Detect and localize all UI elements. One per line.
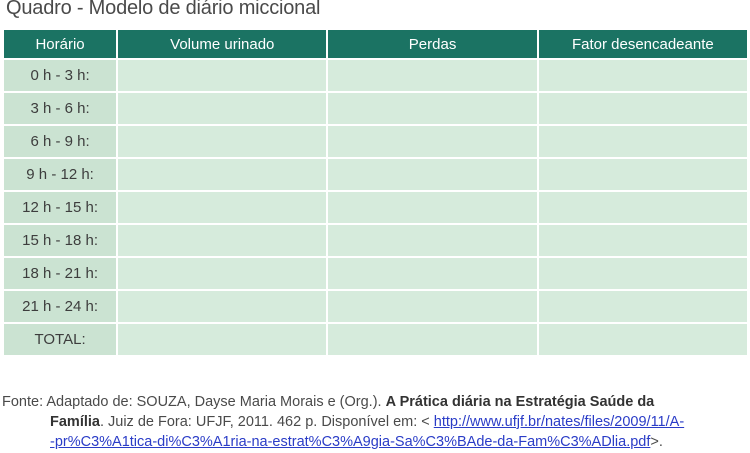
source-citation: Fonte: Adaptado de: SOUZA, Dayse Maria M… (2, 392, 746, 452)
volume-cell[interactable] (118, 324, 327, 355)
citation-prefix: Fonte: Adaptado de: SOUZA, Dayse Maria M… (2, 394, 386, 410)
citation-details: . Juiz de Fora: UFJF, 2011. 462 p. Dispo… (99, 414, 434, 430)
table-row: 9 h - 12 h: (4, 159, 747, 190)
trigger-cell[interactable] (538, 192, 747, 223)
row-time-label: 0 h - 3 h: (4, 60, 117, 91)
volume-cell[interactable] (118, 291, 327, 322)
book-title-part-1: A Prática diária na Estratégia Saúde da (385, 394, 655, 410)
table-row: 12 h - 15 h: (4, 192, 747, 223)
losses-cell[interactable] (328, 93, 537, 124)
trigger-cell[interactable] (538, 291, 747, 322)
losses-cell[interactable] (328, 192, 537, 223)
column-header-trigger: Fator desencadeante (538, 30, 747, 58)
citation-continued: Família. Juiz de Fora: UFJF, 2011. 462 p… (2, 412, 746, 432)
trigger-cell[interactable] (538, 126, 747, 157)
table-row: 21 h - 24 h: (4, 291, 747, 322)
trigger-cell[interactable] (538, 60, 747, 91)
volume-cell[interactable] (118, 258, 327, 289)
column-header-volume: Volume urinado (118, 30, 327, 58)
losses-cell[interactable] (328, 60, 537, 91)
losses-cell[interactable] (328, 159, 537, 190)
table-row: 3 h - 6 h: (4, 93, 747, 124)
losses-cell[interactable] (328, 324, 537, 355)
table-row: 0 h - 3 h: (4, 60, 747, 91)
trigger-cell[interactable] (538, 225, 747, 256)
row-time-label: 6 h - 9 h: (4, 126, 117, 157)
row-time-label: 9 h - 12 h: (4, 159, 117, 190)
voiding-diary-table: Horário Volume urinado Perdas Fator dese… (2, 28, 749, 357)
losses-cell[interactable] (328, 291, 537, 322)
row-time-label: 3 h - 6 h: (4, 93, 117, 124)
row-time-label: TOTAL: (4, 324, 117, 355)
table-row: TOTAL: (4, 324, 747, 355)
losses-cell[interactable] (328, 258, 537, 289)
table-row: 18 h - 21 h: (4, 258, 747, 289)
row-time-label: 12 h - 15 h: (4, 192, 117, 223)
table-row: 15 h - 18 h: (4, 225, 747, 256)
volume-cell[interactable] (118, 60, 327, 91)
volume-cell[interactable] (118, 159, 327, 190)
losses-cell[interactable] (328, 225, 537, 256)
trigger-cell[interactable] (538, 324, 747, 355)
column-header-losses: Perdas (328, 30, 537, 58)
trigger-cell[interactable] (538, 93, 747, 124)
losses-cell[interactable] (328, 126, 537, 157)
row-time-label: 18 h - 21 h: (4, 258, 117, 289)
source-link-part-1[interactable]: http://www.ufjf.br/nates/files/2009/11/A… (433, 414, 685, 430)
source-link-part-2[interactable]: -pr%C3%A1tica-di%C3%A1ria-na-estrat%C3%A… (50, 434, 651, 450)
column-header-time: Horário (4, 30, 117, 58)
volume-cell[interactable] (118, 93, 327, 124)
trigger-cell[interactable] (538, 258, 747, 289)
page-title: Quadro - Modelo de diário miccional (6, 0, 321, 19)
table-header-row: Horário Volume urinado Perdas Fator dese… (4, 30, 747, 58)
table-row: 6 h - 9 h: (4, 126, 747, 157)
row-time-label: 15 h - 18 h: (4, 225, 117, 256)
book-title-part-2: Família (50, 414, 100, 430)
volume-cell[interactable] (118, 126, 327, 157)
citation-url-line: -pr%C3%A1tica-di%C3%A1ria-na-estrat%C3%A… (2, 432, 746, 452)
volume-cell[interactable] (118, 225, 327, 256)
citation-suffix: >. (650, 434, 663, 450)
row-time-label: 21 h - 24 h: (4, 291, 117, 322)
volume-cell[interactable] (118, 192, 327, 223)
trigger-cell[interactable] (538, 159, 747, 190)
